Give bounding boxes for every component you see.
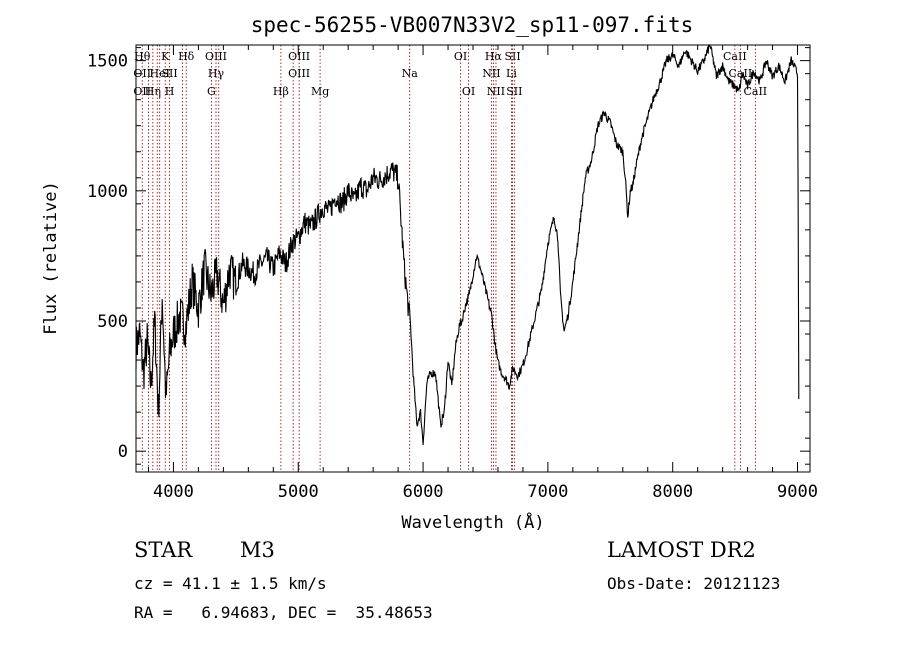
x-tick-label: 6000 [403, 482, 444, 502]
marker-label: OIII [288, 50, 310, 63]
marker-label: Hθ [134, 50, 151, 63]
coordinates-text: RA = 6.94683, DEC = 35.48653 [134, 603, 433, 622]
marker-label: K [161, 50, 170, 63]
marker-label: OIII [205, 50, 227, 63]
marker-label: Hδ [178, 50, 195, 63]
plot-frame [135, 44, 811, 473]
marker-label: SII [506, 85, 522, 98]
marker-label: Hα [485, 50, 503, 63]
marker-label: CaII [743, 85, 767, 98]
y-axis-label: Flux (relative) [41, 181, 61, 335]
x-axis-label: Wavelength (Å) [401, 511, 544, 533]
marker-label: Li [506, 67, 517, 80]
marker-label: OI [462, 85, 475, 98]
marker-label: Mg [311, 85, 329, 98]
series-layer [135, 43, 800, 446]
x-tick-label: 4000 [153, 482, 194, 502]
y-tick-label: 500 [97, 312, 128, 332]
marker-label: NII [482, 67, 500, 80]
marker-label: SII [504, 50, 520, 63]
marker-label: SII [161, 67, 177, 80]
emission-line-markers: HθOIIOIIHηHeIKSIIHHδGOIIIHγHβOIIIOIIIMgN… [133, 45, 767, 472]
axis-ticks: 4000 5000 6000 7000 8000 9000 0 500 1000 1500 [87, 45, 818, 502]
marker-label: Hγ [208, 67, 225, 80]
marker-label: OIII [288, 67, 310, 80]
marker-label: G [207, 85, 216, 98]
obs-date-text: Obs-Date: 20121123 [607, 574, 781, 593]
object-subclass: M3 [240, 538, 275, 562]
marker-label: Hβ [273, 85, 289, 98]
marker-label: NII [487, 85, 505, 98]
marker-label: H [165, 85, 175, 98]
y-tick-label: 1500 [87, 52, 128, 72]
chart-title: spec-56255-VB007N33V2_sp11-097.fits [251, 13, 694, 37]
marker-label: Hη [145, 85, 161, 98]
marker-label: CaII [723, 50, 747, 63]
y-tick-label: 1000 [87, 182, 128, 202]
redshift-text: cz = 41.1 ± 1.5 km/s [134, 574, 327, 593]
y-tick-label: 0 [118, 442, 128, 462]
spectrum-series-line [135, 43, 800, 446]
x-tick-label: 5000 [278, 482, 319, 502]
marker-label: OII [133, 67, 151, 80]
x-tick-label: 9000 [777, 482, 818, 502]
marker-label: CaII [729, 67, 753, 80]
x-tick-label: 7000 [527, 482, 568, 502]
x-tick-label: 8000 [652, 482, 693, 502]
marker-label: Na [402, 67, 419, 80]
survey-name: LAMOST DR2 [607, 538, 756, 562]
marker-label: OI [454, 50, 467, 63]
object-type: STAR [134, 538, 193, 562]
marker-label: OII [133, 85, 151, 98]
